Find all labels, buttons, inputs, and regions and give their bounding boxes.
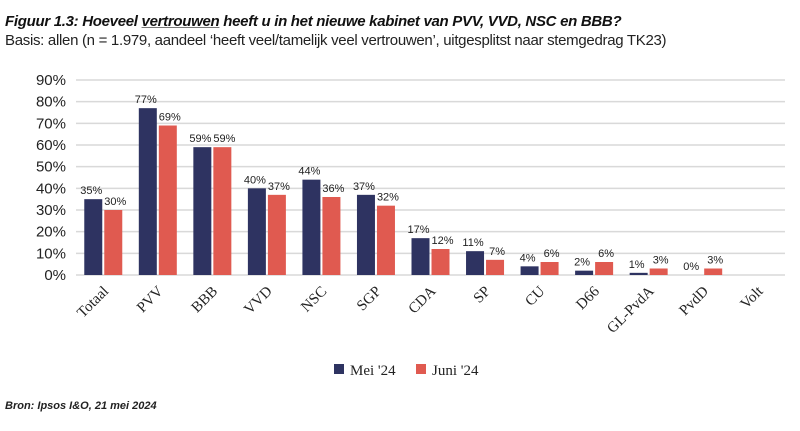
y-tick-label: 0% [44, 267, 66, 284]
y-tick-label: 40% [36, 180, 66, 197]
bar-mei [411, 238, 430, 275]
bar-mei [138, 108, 157, 276]
title-text: Figuur 1.3: Hoeveel [5, 13, 142, 30]
data-label: 30% [104, 196, 126, 208]
data-label: 36% [322, 183, 344, 195]
bar-juni [322, 197, 341, 275]
legend-label: Mei '24 [350, 363, 396, 379]
source-note: Bron: Ipsos I&O, 21 mei 2024 [5, 400, 157, 412]
data-label: 12% [431, 235, 453, 247]
data-label: 11% [462, 237, 483, 249]
y-tick-label: 90% [36, 72, 66, 89]
data-label: 7% [489, 246, 505, 258]
x-tick-label: CU [522, 283, 548, 309]
x-tick-label: Volt [738, 283, 767, 312]
bar-mei [193, 147, 212, 275]
x-tick-label: SGP [354, 284, 385, 315]
bar-juni [704, 268, 723, 275]
y-tick-label: 50% [36, 159, 66, 176]
y-tick-label: 10% [36, 245, 66, 262]
chart-subtitle: Basis: allen (n = 1.979, aandeel ‘heeft … [5, 32, 667, 49]
data-label: 3% [707, 255, 723, 267]
data-label: 77% [135, 94, 157, 106]
data-label: 0% [683, 261, 699, 273]
bar-juni [486, 259, 505, 275]
bar-juni [540, 262, 559, 275]
data-label: 2% [574, 257, 590, 269]
bar-juni [104, 210, 123, 275]
data-label: 4% [520, 252, 536, 264]
bar-juni [267, 194, 286, 275]
legend-label: Juni '24 [432, 363, 479, 379]
x-tick-label: CDA [406, 283, 440, 317]
title-underlined: vertrouwen [141, 13, 220, 30]
data-label: 6% [544, 248, 560, 260]
x-tick-label: PvdD [677, 283, 713, 319]
legend-swatch [334, 364, 344, 374]
legend-swatch [416, 364, 426, 374]
bar-juni [213, 147, 232, 275]
data-label: 6% [598, 248, 614, 260]
x-tick-label: NSC [298, 284, 330, 316]
bar-juni [376, 205, 395, 275]
x-tick-label: Totaal [74, 284, 112, 322]
data-label: 40% [244, 174, 266, 186]
bar-mei [575, 270, 594, 275]
y-tick-label: 80% [36, 94, 66, 111]
bar-juni [595, 262, 614, 275]
data-label: 37% [268, 181, 290, 193]
data-label: 17% [407, 224, 429, 236]
y-tick-label: 60% [36, 137, 66, 154]
bar-juni [649, 268, 668, 275]
data-label: 32% [377, 192, 399, 204]
data-label: 69% [159, 112, 181, 124]
bar-juni [431, 249, 450, 275]
data-label: 59% [213, 133, 235, 145]
bar-mei [466, 251, 485, 275]
y-tick-label: 30% [36, 202, 66, 219]
bar-juni [158, 125, 177, 275]
y-tick-label: 20% [36, 224, 66, 241]
x-tick-label: PVV [134, 283, 167, 316]
data-label: 37% [353, 181, 375, 193]
bar-mei [520, 266, 539, 275]
bar-mei [302, 179, 321, 275]
bar-mei [247, 188, 266, 275]
data-label: 44% [298, 166, 320, 178]
x-tick-label: SP [471, 284, 494, 307]
data-label: 59% [189, 133, 211, 145]
data-label: 3% [653, 255, 669, 267]
x-tick-label: VVD [241, 283, 275, 317]
data-label: 1% [629, 259, 645, 271]
bar-mei [629, 272, 648, 275]
bar-mei [356, 194, 375, 275]
data-label: 35% [80, 185, 102, 197]
x-tick-label: BBB [189, 284, 222, 317]
bar-mei [84, 199, 103, 275]
x-tick-label: GL-PvdA [604, 283, 657, 336]
y-tick-label: 70% [36, 115, 66, 132]
title-text-end: heeft u in het nieuwe kabinet van PVV, V… [219, 13, 622, 30]
x-tick-label: D66 [573, 283, 603, 313]
chart-title: Figuur 1.3: Hoeveel vertrouwen heeft u i… [5, 13, 622, 30]
